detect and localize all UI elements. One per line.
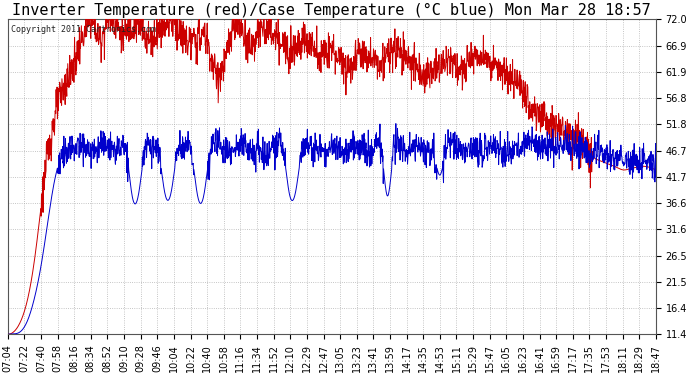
Title: Inverter Temperature (red)/Case Temperature (°C blue) Mon Mar 28 18:57: Inverter Temperature (red)/Case Temperat… [12, 3, 651, 18]
Text: Copyright 2011 Cartronics.com: Copyright 2011 Cartronics.com [11, 25, 156, 34]
